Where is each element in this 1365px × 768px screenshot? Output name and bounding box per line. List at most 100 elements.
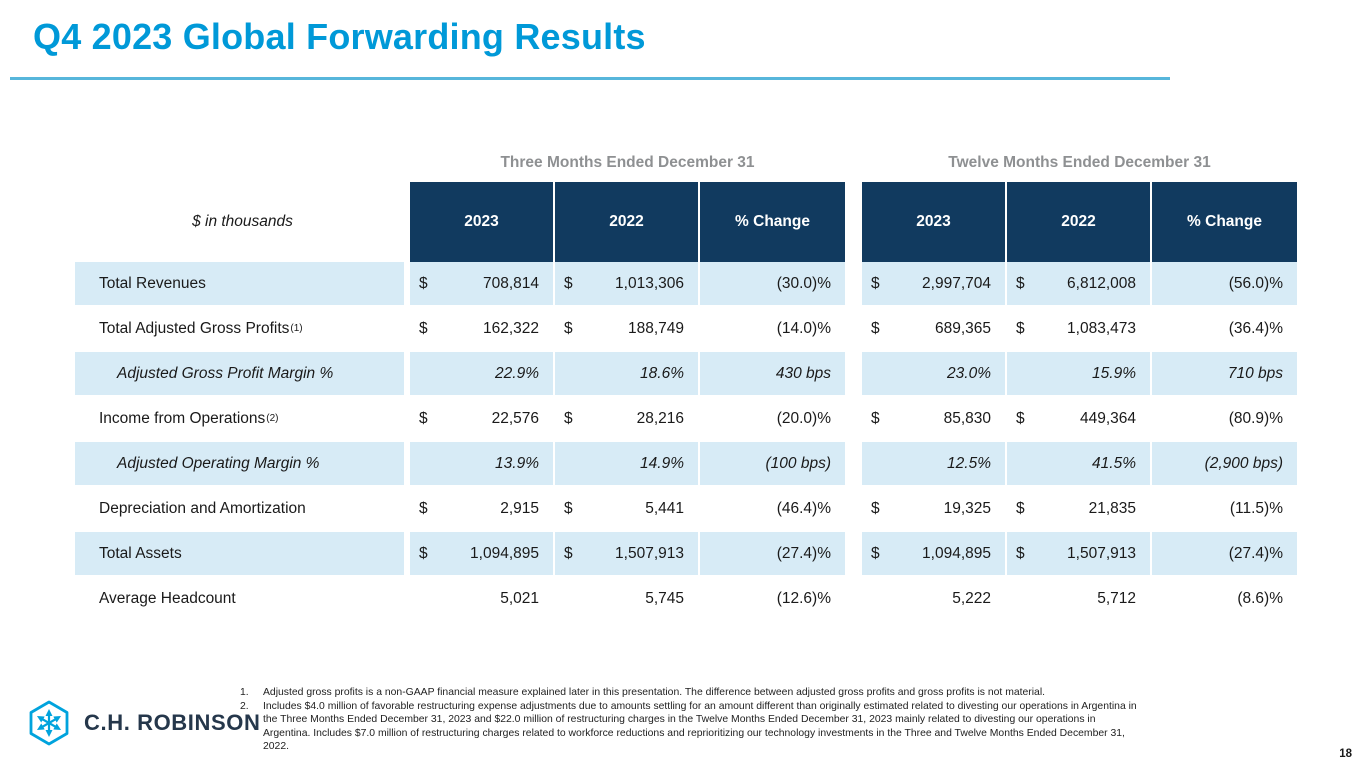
dollar-sign: $ [871, 319, 880, 337]
data-cell: 5,712 [1007, 577, 1152, 622]
row-label: Average Headcount [75, 577, 410, 622]
group-gap [845, 262, 862, 307]
dollar-sign: $ [419, 544, 428, 562]
data-cell: 41.5% [1007, 442, 1152, 487]
footnote-number: 2. [240, 700, 249, 712]
data-cell: 430 bps [700, 352, 845, 397]
title-underline [10, 77, 1170, 80]
data-cell: (30.0)% [700, 262, 845, 307]
data-cell: $689,365 [862, 307, 1007, 352]
data-cell: 18.6% [555, 352, 700, 397]
data-cell: (12.6)% [700, 577, 845, 622]
column-header-pct-change: % Change [700, 182, 845, 262]
data-cell: $28,216 [555, 397, 700, 442]
group-gap [845, 532, 862, 577]
row-label: Total Adjusted Gross Profits (1) [75, 307, 410, 352]
dollar-sign: $ [1016, 274, 1025, 292]
data-cell: $6,812,008 [1007, 262, 1152, 307]
footnote-number: 1. [240, 687, 249, 698]
data-cell: $1,083,473 [1007, 307, 1152, 352]
row-label: Total Assets [75, 532, 410, 577]
data-cell: 12.5% [862, 442, 1007, 487]
footnote-text: Includes $4.0 million of favorable restr… [263, 700, 1137, 753]
dollar-sign: $ [871, 544, 880, 562]
group-gap [845, 352, 862, 397]
data-cell: (36.4)% [1152, 307, 1297, 352]
data-cell: 13.9% [410, 442, 555, 487]
footnote: 1. Adjusted gross profits is a non-GAAP f… [240, 686, 1140, 700]
footnotes: 1. Adjusted gross profits is a non-GAAP f… [240, 686, 1140, 754]
logo-text: C.H. ROBINSON [84, 710, 261, 735]
data-cell: $449,364 [1007, 397, 1152, 442]
hexagon-logo-icon [29, 700, 69, 746]
group-header-three-months: Three Months Ended December 31 [500, 154, 755, 171]
dollar-sign: $ [564, 409, 573, 427]
dollar-sign: $ [419, 319, 428, 337]
dollar-sign: $ [1016, 499, 1025, 517]
data-cell: 22.9% [410, 352, 555, 397]
data-cell: (27.4)% [700, 532, 845, 577]
dollar-sign: $ [871, 499, 880, 517]
data-cell: $708,814 [410, 262, 555, 307]
data-cell: $1,507,913 [1007, 532, 1152, 577]
row-label: Total Revenues [75, 262, 410, 307]
column-header-pct-change: % Change [1152, 182, 1297, 262]
spacer-cell [75, 154, 410, 182]
data-cell: (46.4)% [700, 487, 845, 532]
data-cell: (14.0)% [700, 307, 845, 352]
row-label: Adjusted Gross Profit Margin % [75, 352, 410, 397]
dollar-sign: $ [1016, 319, 1025, 337]
footnote: 2. Includes $4.0 million of favorable res… [240, 700, 1140, 754]
data-cell: $22,576 [410, 397, 555, 442]
dollar-sign: $ [564, 274, 573, 292]
dollar-sign: $ [871, 409, 880, 427]
data-cell: (80.9)% [1152, 397, 1297, 442]
row-label: Depreciation and Amortization [75, 487, 410, 532]
group-gap [845, 307, 862, 352]
data-cell: $1,013,306 [555, 262, 700, 307]
group-gap [845, 442, 862, 487]
group-gap [845, 397, 862, 442]
data-cell: $2,915 [410, 487, 555, 532]
group-gap [845, 577, 862, 622]
footnote-text: Adjusted gross profits is a non-GAAP fin… [263, 687, 1046, 698]
data-cell: (11.5)% [1152, 487, 1297, 532]
dollar-sign: $ [564, 544, 573, 562]
data-cell: $21,835 [1007, 487, 1152, 532]
column-header-2022: 2022 [555, 182, 700, 262]
data-cell: $1,094,895 [410, 532, 555, 577]
data-cell: (2,900 bps) [1152, 442, 1297, 487]
row-label: Income from Operations (2) [75, 397, 410, 442]
data-cell: $162,322 [410, 307, 555, 352]
group-gap [845, 182, 862, 262]
dollar-sign: $ [1016, 544, 1025, 562]
data-cell: 5,745 [555, 577, 700, 622]
group-gap [845, 487, 862, 532]
group-header-twelve-months: Twelve Months Ended December 31 [948, 154, 1211, 171]
page-title: Q4 2023 Global Forwarding Results [33, 16, 646, 57]
data-cell: $19,325 [862, 487, 1007, 532]
data-cell: (27.4)% [1152, 532, 1297, 577]
dollar-sign: $ [564, 319, 573, 337]
data-cell: (100 bps) [700, 442, 845, 487]
data-cell: $1,507,913 [555, 532, 700, 577]
row-label: Adjusted Operating Margin % [75, 442, 410, 487]
data-cell: (8.6)% [1152, 577, 1297, 622]
data-cell: 5,021 [410, 577, 555, 622]
data-cell: 5,222 [862, 577, 1007, 622]
column-header-2023: 2023 [862, 182, 1007, 262]
data-cell: (56.0)% [1152, 262, 1297, 307]
data-cell: 23.0% [862, 352, 1007, 397]
data-cell: 15.9% [1007, 352, 1152, 397]
data-cell: 14.9% [555, 442, 700, 487]
data-cell: $2,997,704 [862, 262, 1007, 307]
data-cell: $5,441 [555, 487, 700, 532]
results-table: Three Months Ended December 31 Twelve Mo… [75, 154, 1297, 622]
chrobinson-logo: C.H. ROBINSON [25, 699, 260, 747]
dollar-sign: $ [419, 274, 428, 292]
page-number: 18 [1339, 748, 1352, 760]
dollar-sign: $ [1016, 409, 1025, 427]
dollar-sign: $ [564, 499, 573, 517]
column-header-2023: 2023 [410, 182, 555, 262]
